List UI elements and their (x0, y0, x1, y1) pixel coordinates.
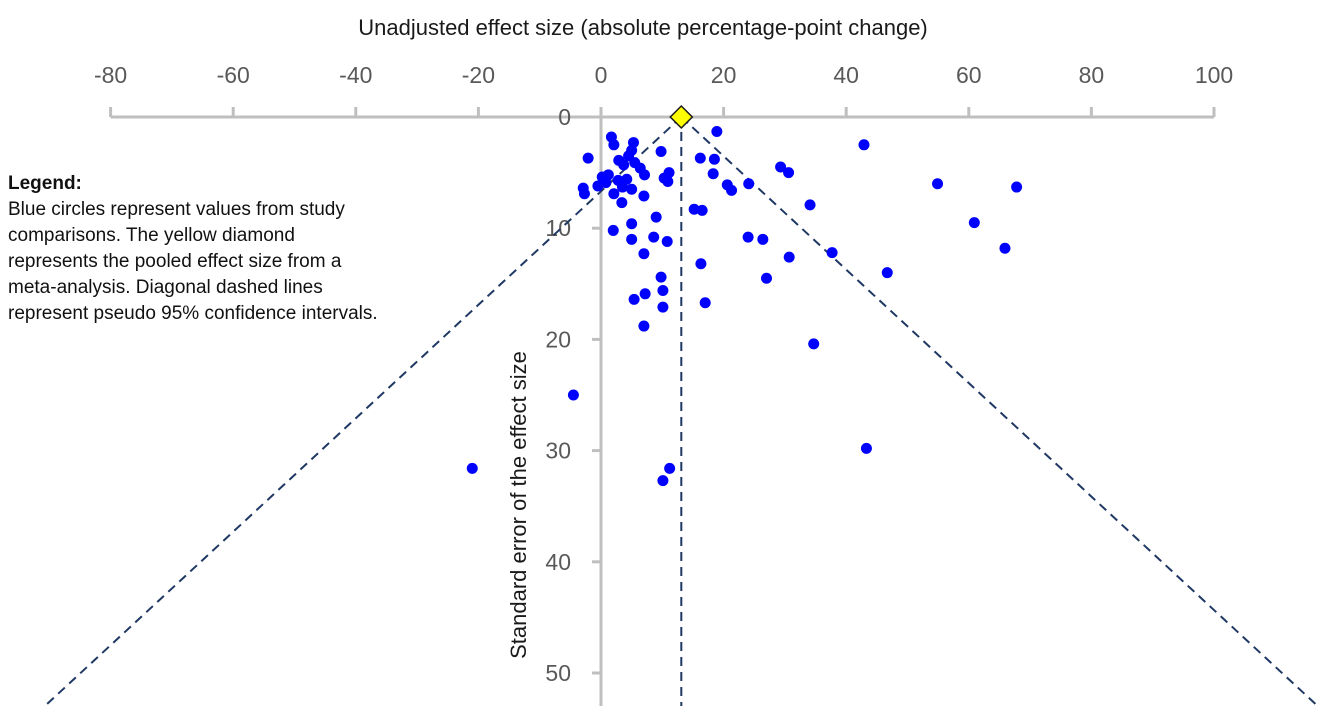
study-point (638, 320, 650, 332)
study-point (743, 178, 755, 190)
x-axis: -80 -60 -40 -20 0 20 40 60 80 100 (94, 62, 1233, 119)
y-axis: 0 10 20 30 40 50 (545, 104, 603, 706)
legend-title: Legend: (8, 173, 82, 194)
study-point (726, 184, 738, 196)
study-point (860, 442, 872, 454)
study-point (932, 178, 944, 190)
study-point (775, 161, 787, 173)
y-axis-title: Standard error of the effect size (506, 351, 531, 659)
x-tick-label: 0 (595, 62, 608, 88)
study-point (608, 188, 620, 200)
study-point (742, 231, 754, 243)
study-point (578, 188, 590, 200)
study-point (607, 224, 619, 236)
study-point (616, 197, 628, 209)
study-point (695, 258, 707, 270)
ci-line-right (680, 116, 1319, 706)
study-point (999, 242, 1011, 254)
study-point (657, 301, 669, 313)
study-point (661, 236, 673, 248)
study-point (657, 475, 669, 487)
x-tick-label: -40 (339, 62, 372, 88)
study-point (626, 218, 638, 230)
study-point (783, 167, 795, 179)
study-point (655, 271, 667, 283)
x-tick-label: -20 (462, 62, 495, 88)
study-point (711, 125, 723, 137)
study-point (639, 288, 651, 300)
ci-line-left (44, 116, 682, 706)
study-point (664, 462, 676, 474)
study-point (783, 251, 795, 263)
pooled-effect (669, 104, 694, 130)
study-point (616, 181, 628, 193)
y-tick-label: 20 (545, 326, 571, 352)
confidence-interval-lines (44, 116, 1319, 706)
legend: Legend: Blue circles represent values fr… (8, 171, 380, 327)
study-point (626, 183, 638, 195)
study-point (694, 152, 706, 164)
y-tick-label: 10 (545, 215, 571, 241)
x-tick-label: 80 (1079, 62, 1105, 88)
study-point (608, 139, 620, 151)
study-point (881, 267, 893, 279)
study-point (628, 293, 640, 305)
study-point (707, 168, 719, 180)
study-point (757, 233, 769, 245)
study-point (826, 247, 838, 259)
x-tick-label: -60 (217, 62, 250, 88)
study-point (696, 204, 708, 216)
x-tick-label: 100 (1195, 62, 1233, 88)
y-tick-label: 30 (545, 438, 571, 464)
legend-text: Blue circles represent values from study… (8, 199, 378, 324)
study-point (567, 389, 579, 401)
study-point (708, 153, 720, 165)
study-point (626, 233, 638, 245)
study-point (638, 190, 650, 202)
study-point (466, 462, 478, 474)
study-point (618, 159, 630, 171)
study-point (639, 169, 651, 181)
study-point (582, 152, 594, 164)
y-tick-label: 40 (545, 549, 571, 575)
study-point (648, 231, 660, 243)
study-point (761, 272, 773, 284)
study-point (638, 248, 650, 260)
x-tick-label: 60 (956, 62, 982, 88)
study-point (655, 145, 667, 157)
study-point (662, 175, 674, 187)
x-tick-label: -80 (94, 62, 127, 88)
study-point (699, 297, 711, 309)
study-point (858, 139, 870, 151)
study-point (968, 217, 980, 229)
study-point (657, 284, 669, 296)
y-tick-label: 50 (545, 660, 571, 686)
study-point (1011, 181, 1023, 193)
study-point (650, 211, 662, 223)
y-tick-label: 0 (558, 104, 571, 130)
study-point (592, 180, 604, 192)
study-point (804, 199, 816, 211)
x-axis-title: Unadjusted effect size (absolute percent… (358, 15, 928, 40)
pooled-effect-diamond (669, 104, 694, 130)
x-tick-label: 40 (833, 62, 859, 88)
study-points (466, 125, 1023, 487)
study-point (808, 338, 820, 350)
x-tick-label: 20 (711, 62, 737, 88)
